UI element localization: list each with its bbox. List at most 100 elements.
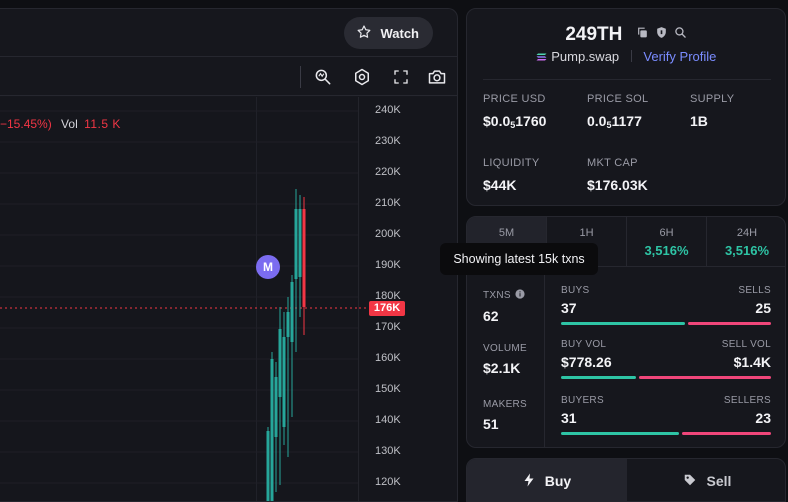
candle-body [302,209,306,307]
buy-vol-bar [561,376,636,379]
chart-toolbar [0,58,457,96]
axis-tick: 150K [375,383,401,395]
dex-row: Pump.swap Verify Profile [467,49,785,64]
price-axis[interactable]: 240K 230K 220K 210K 200K 190K 180K 170K 160K 150K… [358,97,457,501]
makers-label: MAKERS [483,399,528,410]
candle-body [270,359,274,501]
axis-tick: 240K [375,104,401,116]
toolbar-divider [300,66,301,88]
sellers-label: SELLERS [723,395,771,406]
sell-tab[interactable]: Sell [627,459,785,501]
tab-label: 5M [498,227,515,239]
supply-label: SUPPLY [690,93,735,105]
liquidity-label: LIQUIDITY [483,157,540,169]
buyers-label: BUYERS [561,395,604,406]
candles-layer [0,110,358,501]
tab-label: 24H [736,227,758,239]
mktcap-stat: MKT CAP $176.03K [587,157,648,193]
makers-value: 51 [483,416,499,432]
copy-icon[interactable] [636,23,649,45]
info-icon[interactable] [515,289,525,302]
supply-stat: SUPPLY 1B [690,93,734,129]
ohlc-legend: −15.45%) Vol 11.5 K [0,117,121,131]
tab-label: 6H [659,227,674,239]
price-sol-value: 0.051177 [587,113,642,130]
current-price-tag: 176K [369,301,405,316]
axis-tick: 140K [375,414,401,426]
sellers-bar [681,432,771,435]
axis-tick: 160K [375,352,401,364]
axis-tick: 180K [375,290,401,302]
txns-label: TXNS [483,290,511,301]
buys-value: 37 [561,300,577,316]
volume-value: $2.1K [483,360,521,376]
sell-vol-value: $1.4K [733,354,771,370]
tab-change: 3,516% [724,243,770,258]
txns-tooltip: Showing latest 15k txns [440,243,598,275]
search-icon[interactable] [674,23,687,45]
verify-profile-link[interactable]: Verify Profile [643,49,717,64]
txns-stat: TXNS 62 [483,289,525,324]
tag-icon [683,473,697,490]
shield-icon[interactable] [655,23,668,45]
sells-bar [688,322,771,325]
watch-label: Watch [380,25,419,41]
supply-value: 1B [690,113,708,129]
axis-tick: 200K [375,228,401,240]
buys-sells-split: BUYS SELLS 37 25 [561,285,771,325]
buys-bar [561,322,686,325]
vol-value: 11.5 K [84,117,121,131]
settings-hexagon-icon[interactable] [351,66,373,88]
gridline [256,97,257,501]
txns-value: 62 [483,308,499,324]
price-sol-label: PRICE SOL [587,93,649,105]
price-chart[interactable]: −15.45%) Vol 11.5 K M 240K 230K 220K 210K 20… [0,97,457,501]
price-usd-value: $0.051760 [483,113,547,130]
price-usd-label: PRICE USD [483,93,546,105]
sell-vol-bar [638,376,771,379]
tab-6h[interactable]: 6H 3,516% [627,217,707,267]
chart-header: Watch [0,9,457,57]
solana-icon [536,49,548,64]
sellers-value: 23 [755,410,771,426]
tab-label: 1H [579,227,594,239]
token-info-card: 249TH Pump.swap Verify Profile PRICE USD… [466,8,786,206]
fullscreen-icon[interactable] [390,66,412,88]
candle-body [290,282,294,342]
candle-body [286,312,290,337]
buyers-value: 31 [561,410,577,426]
star-icon [356,24,372,43]
candle-body [294,209,298,279]
buy-tab[interactable]: Buy [467,459,627,501]
mktcap-label: MKT CAP [587,157,638,169]
axis-tick: 230K [375,135,401,147]
axis-tick: 170K [375,321,401,333]
lightning-icon [523,473,535,490]
axis-tick: 190K [375,259,401,271]
buy-vol-value: $778.26 [561,354,612,370]
liquidity-value: $44K [483,177,517,193]
mktcap-value: $176.03K [587,177,648,193]
tab-24h[interactable]: 24H 3,516% [707,217,785,267]
chart-panel: Watch −15.45%) Vol 11.5 K M [0,8,458,502]
candle-body [282,337,286,427]
migration-badge-label: M [263,260,273,274]
dex-name[interactable]: Pump.swap [551,49,620,64]
ohlc-change: −15.45%) [0,117,52,131]
buyers-sellers-split: BUYERS SELLERS 31 23 [561,395,771,435]
sell-label: Sell [706,473,732,489]
buy-sell-vol-split: BUY VOL SELL VOL $778.26 $1.4K [561,339,771,379]
watch-button[interactable]: Watch [344,17,433,49]
volume-label: VOLUME [483,343,528,354]
liquidity-stat: LIQUIDITY $44K [483,157,540,193]
axis-tick: 220K [375,166,401,178]
camera-icon[interactable] [426,66,448,88]
axis-tick: 210K [375,197,401,209]
candle-body [266,431,270,501]
vol-label: Vol [61,117,78,131]
indicator-search-icon[interactable] [312,66,334,88]
sells-value: 25 [755,300,771,316]
txn-summary: TXNS 62 VOLUME $2.1K MAKERS 51 [467,267,545,447]
makers-stat: MAKERS 51 [483,399,527,432]
migration-marker[interactable]: M [256,255,280,279]
